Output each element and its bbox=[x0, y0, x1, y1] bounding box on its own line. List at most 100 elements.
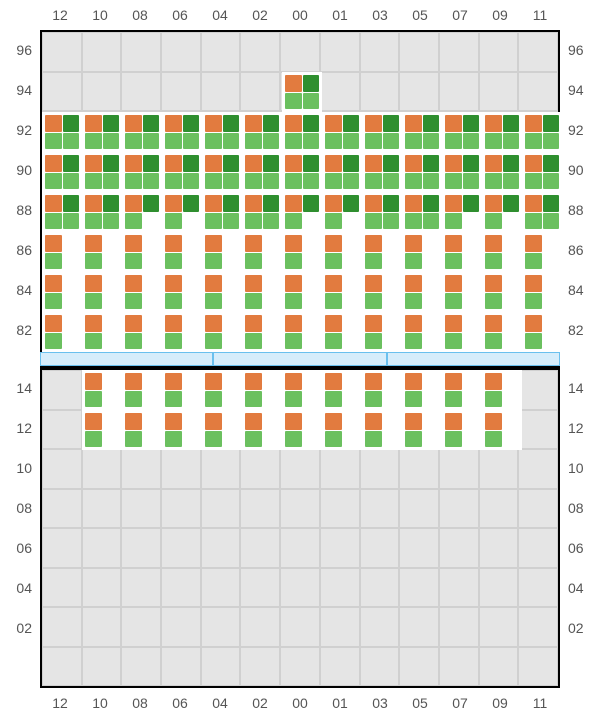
rack-slot[interactable] bbox=[42, 272, 82, 312]
rack-slot[interactable] bbox=[402, 370, 442, 410]
rack-slot[interactable] bbox=[242, 370, 282, 410]
rack-slot[interactable] bbox=[202, 232, 242, 272]
rack-slot[interactable] bbox=[442, 410, 482, 450]
rack-slot[interactable] bbox=[82, 272, 122, 312]
rack-slot[interactable] bbox=[442, 112, 482, 152]
rack-slot[interactable] bbox=[362, 152, 402, 192]
rack-slot[interactable] bbox=[122, 232, 162, 272]
rack-slot[interactable] bbox=[122, 272, 162, 312]
rack-slot[interactable] bbox=[442, 312, 482, 352]
rack-slot[interactable] bbox=[242, 312, 282, 352]
rack-slot[interactable] bbox=[402, 312, 442, 352]
rack-slot[interactable] bbox=[242, 272, 282, 312]
rack-slot[interactable] bbox=[162, 370, 202, 410]
rack-slot[interactable] bbox=[522, 192, 562, 232]
rack-slot[interactable] bbox=[522, 152, 562, 192]
rack-slot[interactable] bbox=[122, 112, 162, 152]
rack-slot[interactable] bbox=[322, 272, 362, 312]
rack-slot[interactable] bbox=[442, 370, 482, 410]
rack-slot[interactable] bbox=[162, 192, 202, 232]
rack-slot[interactable] bbox=[482, 370, 522, 410]
rack-slot[interactable] bbox=[482, 410, 522, 450]
rack-slot[interactable] bbox=[442, 152, 482, 192]
rack-slot[interactable] bbox=[242, 410, 282, 450]
rack-slot[interactable] bbox=[362, 232, 402, 272]
rack-slot[interactable] bbox=[242, 112, 282, 152]
rack-slot[interactable] bbox=[162, 312, 202, 352]
rack-slot[interactable] bbox=[282, 370, 322, 410]
rack-slot[interactable] bbox=[42, 152, 82, 192]
rack-slot[interactable] bbox=[322, 152, 362, 192]
rack-slot[interactable] bbox=[362, 410, 402, 450]
rack-slot[interactable] bbox=[482, 152, 522, 192]
rack-slot[interactable] bbox=[402, 192, 442, 232]
rack-slot[interactable] bbox=[122, 152, 162, 192]
rack-slot[interactable] bbox=[362, 272, 402, 312]
rack-slot[interactable] bbox=[282, 232, 322, 272]
rack-slot[interactable] bbox=[322, 232, 362, 272]
rack-slot[interactable] bbox=[442, 232, 482, 272]
rack-slot[interactable] bbox=[82, 232, 122, 272]
rack-slot[interactable] bbox=[82, 192, 122, 232]
rack-slot[interactable] bbox=[282, 152, 322, 192]
rack-slot[interactable] bbox=[322, 192, 362, 232]
rack-slot[interactable] bbox=[282, 272, 322, 312]
rack-slot[interactable] bbox=[362, 112, 402, 152]
rack-slot[interactable] bbox=[522, 272, 562, 312]
rack-slot[interactable] bbox=[402, 410, 442, 450]
rack-slot[interactable] bbox=[282, 312, 322, 352]
rack-slot[interactable] bbox=[242, 232, 282, 272]
rack-slot[interactable] bbox=[202, 152, 242, 192]
rack-slot[interactable] bbox=[522, 312, 562, 352]
rack-slot[interactable] bbox=[442, 272, 482, 312]
rack-slot[interactable] bbox=[322, 112, 362, 152]
rack-slot[interactable] bbox=[162, 272, 202, 312]
rack-slot[interactable] bbox=[362, 192, 402, 232]
rack-slot[interactable] bbox=[362, 370, 402, 410]
rack-slot[interactable] bbox=[162, 112, 202, 152]
rack-slot[interactable] bbox=[42, 192, 82, 232]
rack-slot[interactable] bbox=[202, 370, 242, 410]
rack-slot[interactable] bbox=[242, 152, 282, 192]
rack-slot[interactable] bbox=[322, 370, 362, 410]
rack-slot[interactable] bbox=[482, 272, 522, 312]
rack-slot[interactable] bbox=[202, 410, 242, 450]
rack-slot[interactable] bbox=[482, 232, 522, 272]
rack-slot[interactable] bbox=[162, 152, 202, 192]
rack-slot[interactable] bbox=[122, 192, 162, 232]
rack-slot[interactable] bbox=[482, 312, 522, 352]
rack-slot[interactable] bbox=[202, 272, 242, 312]
rack-slot[interactable] bbox=[162, 410, 202, 450]
rack-slot[interactable] bbox=[42, 112, 82, 152]
rack-slot[interactable] bbox=[282, 410, 322, 450]
rack-slot[interactable] bbox=[282, 112, 322, 152]
rack-slot[interactable] bbox=[522, 112, 562, 152]
rack-slot[interactable] bbox=[322, 410, 362, 450]
rack-slot[interactable] bbox=[202, 192, 242, 232]
rack-slot[interactable] bbox=[162, 232, 202, 272]
rack-slot[interactable] bbox=[242, 192, 282, 232]
rack-slot[interactable] bbox=[402, 112, 442, 152]
rack-slot[interactable] bbox=[482, 112, 522, 152]
rack-slot[interactable] bbox=[442, 192, 482, 232]
rack-slot[interactable] bbox=[42, 232, 82, 272]
rack-slot[interactable] bbox=[282, 72, 322, 112]
rack-slot[interactable] bbox=[322, 312, 362, 352]
rack-slot[interactable] bbox=[42, 312, 82, 352]
rack-slot[interactable] bbox=[282, 192, 322, 232]
rack-slot[interactable] bbox=[482, 192, 522, 232]
rack-slot[interactable] bbox=[82, 312, 122, 352]
rack-slot[interactable] bbox=[362, 312, 402, 352]
rack-slot[interactable] bbox=[402, 152, 442, 192]
rack-slot[interactable] bbox=[522, 232, 562, 272]
rack-slot[interactable] bbox=[122, 370, 162, 410]
rack-slot[interactable] bbox=[82, 152, 122, 192]
rack-slot[interactable] bbox=[122, 410, 162, 450]
rack-slot[interactable] bbox=[202, 112, 242, 152]
rack-slot[interactable] bbox=[82, 112, 122, 152]
rack-slot[interactable] bbox=[82, 410, 122, 450]
rack-slot[interactable] bbox=[82, 370, 122, 410]
rack-slot[interactable] bbox=[122, 312, 162, 352]
rack-slot[interactable] bbox=[402, 232, 442, 272]
rack-slot[interactable] bbox=[402, 272, 442, 312]
